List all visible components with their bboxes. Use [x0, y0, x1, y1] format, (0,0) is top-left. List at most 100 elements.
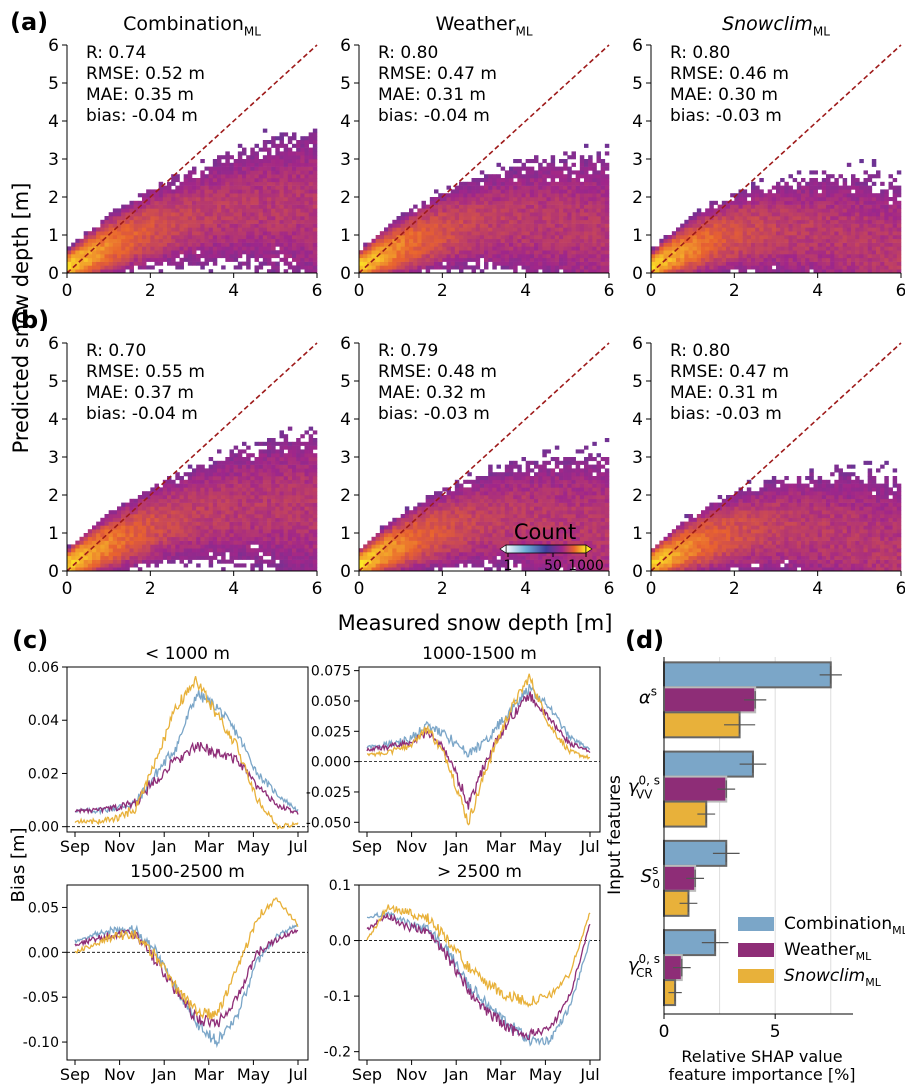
- heatmap-cell: [142, 219, 147, 224]
- heatmap-cell: [267, 261, 272, 266]
- heatmap-cell: [521, 235, 526, 240]
- heatmap-cell: [563, 246, 568, 251]
- heatmap-cell: [888, 254, 893, 259]
- heatmap-cell: [584, 269, 589, 274]
- heatmap-cell: [817, 181, 823, 186]
- heatmap-cell: [367, 242, 372, 247]
- heatmap-cell: [242, 200, 247, 205]
- heatmap-cell: [121, 265, 126, 270]
- heatmap-cell: [208, 498, 214, 503]
- heatmap-cell: [834, 204, 839, 209]
- heatmap-cell: [484, 235, 489, 240]
- heatmap-cell: [655, 269, 660, 274]
- heatmap-cell: [709, 238, 714, 243]
- heatmap-cell: [204, 200, 209, 205]
- heatmap-cell: [312, 147, 318, 152]
- heatmap-cell: [287, 136, 293, 141]
- heatmap-cell: [492, 193, 497, 198]
- heatmap-cell: [292, 235, 297, 240]
- heatmap-cell: [133, 529, 139, 534]
- heatmap-cell: [546, 216, 551, 221]
- heatmap-cell: [876, 223, 881, 228]
- heatmap-cell: [525, 242, 531, 247]
- heatmap-cell: [275, 193, 280, 198]
- heatmap-cell: [79, 254, 84, 259]
- heatmap-cell: [192, 208, 197, 213]
- heatmap-cell: [371, 242, 376, 247]
- heatmap-cell: [271, 140, 276, 145]
- heatmap-cell: [851, 231, 856, 236]
- heatmap-cell: [400, 261, 406, 266]
- heatmap-cell: [154, 238, 159, 243]
- heatmap-cell: [767, 235, 773, 240]
- heatmap-cell: [300, 178, 305, 183]
- heatmap-cell: [500, 216, 506, 221]
- heatmap-cell: [192, 261, 197, 266]
- heatmap-cell: [150, 529, 155, 534]
- heatmap-cell: [838, 193, 843, 198]
- heatmap-cell: [550, 242, 556, 247]
- heatmap-cell: [283, 208, 289, 213]
- heatmap-cell: [713, 212, 718, 217]
- heatmap-cell: [229, 555, 234, 560]
- heatmap-cell: [175, 212, 180, 217]
- heatmap-cell: [738, 216, 743, 221]
- heatmap-cell: [237, 514, 243, 519]
- heatmap-cell: [726, 257, 731, 262]
- heatmap-cell: [529, 200, 535, 205]
- heatmap-cell: [838, 204, 843, 209]
- heatmap-cell: [834, 257, 839, 262]
- heatmap-cell: [479, 238, 485, 243]
- heatmap-cell: [175, 521, 180, 526]
- heatmap-cell: [730, 208, 735, 213]
- heatmap-cell: [446, 185, 451, 190]
- stat-text: MAE: 0.30 m: [670, 85, 778, 105]
- heatmap-cell: [208, 204, 214, 209]
- heatmap-cell: [304, 178, 309, 183]
- heatmap-cell: [183, 540, 189, 545]
- heatmap-cell: [838, 254, 843, 259]
- heatmap-cell: [434, 257, 439, 262]
- heatmap-cell: [125, 238, 130, 243]
- heatmap-cell: [212, 257, 218, 262]
- heatmap-cell: [254, 159, 259, 164]
- heatmap-cell: [588, 216, 593, 221]
- heatmap-cell: [701, 265, 706, 270]
- heatmap-cell: [146, 491, 151, 496]
- heatmap-cell: [721, 223, 727, 228]
- heatmap-cell: [559, 193, 564, 198]
- heatmap-cell: [459, 250, 464, 255]
- heatmap-cell: [112, 257, 118, 262]
- heatmap-cell: [233, 457, 239, 462]
- heatmap-cell: [575, 235, 581, 240]
- heatmap-cell: [776, 208, 781, 213]
- heatmap-cell: [742, 216, 748, 221]
- heatmap-cell: [229, 464, 234, 469]
- heatmap-cell: [600, 227, 606, 232]
- heatmap-cell: [488, 223, 493, 228]
- heatmap-cell: [196, 227, 201, 232]
- heatmap-cell: [571, 246, 576, 251]
- heatmap-cell: [842, 254, 848, 259]
- heatmap-cell: [588, 189, 593, 194]
- heatmap-cell: [283, 151, 289, 156]
- heatmap-cell: [200, 185, 205, 190]
- heatmap-cell: [892, 216, 898, 221]
- heatmap-cell: [388, 265, 393, 270]
- heatmap-cell: [400, 269, 406, 274]
- heatmap-cell: [117, 257, 122, 262]
- heatmap-cell: [275, 261, 280, 266]
- heatmap-cell: [721, 238, 727, 243]
- heatmap-cell: [121, 559, 126, 564]
- heatmap-cell: [751, 223, 756, 228]
- heatmap-cell: [604, 143, 610, 148]
- heatmap-cell: [525, 204, 531, 209]
- heatmap-cell: [192, 548, 197, 553]
- stat-text: bias: -0.03 m: [670, 106, 782, 126]
- heatmap-cell: [242, 506, 247, 511]
- heatmap-cell: [133, 223, 139, 228]
- heatmap-cell: [871, 250, 877, 255]
- heatmap-cell: [225, 219, 230, 224]
- heatmap-cell: [446, 216, 451, 221]
- heatmap-cell: [484, 254, 489, 259]
